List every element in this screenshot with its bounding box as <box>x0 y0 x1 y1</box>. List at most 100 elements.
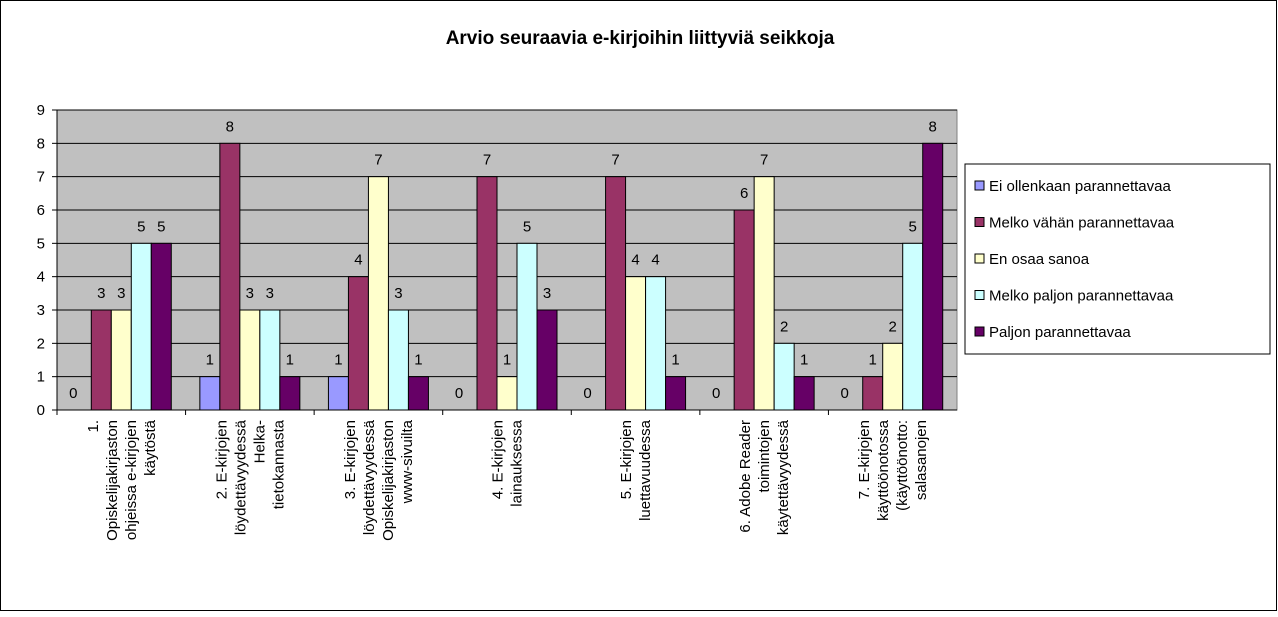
bar <box>407 376 429 411</box>
data-label: 8 <box>929 118 937 135</box>
x-tick-label: käyttöönotossa <box>875 419 892 521</box>
bar <box>773 342 795 411</box>
x-tick-label: salasanojen <box>913 420 930 500</box>
y-tick-label: 3 <box>37 302 45 319</box>
data-label: 1 <box>869 352 877 369</box>
bar <box>110 309 132 411</box>
data-label: 5 <box>523 218 531 235</box>
data-label: 0 <box>583 385 591 402</box>
data-label: 7 <box>760 152 768 169</box>
legend-swatch <box>974 253 985 264</box>
y-tick-label: 1 <box>37 369 45 386</box>
x-tick-label: 4. E-kirjojen <box>490 420 507 499</box>
data-label: 1 <box>503 352 511 369</box>
data-label: 1 <box>414 352 422 369</box>
data-label: 3 <box>543 285 551 302</box>
bar <box>625 276 647 411</box>
bar <box>496 376 518 411</box>
y-tick-label: 9 <box>37 102 45 119</box>
data-label: 4 <box>651 252 659 269</box>
bar <box>536 309 558 411</box>
bar <box>862 376 884 411</box>
data-label: 7 <box>483 152 491 169</box>
x-tick-label: Opiskelijakirjaston <box>380 420 397 541</box>
x-tick-label: luettavuudessa <box>637 419 654 521</box>
data-label: 3 <box>97 285 105 302</box>
x-tick-label: löydettävyydessä <box>232 419 249 535</box>
legend-swatch <box>974 290 985 300</box>
bar <box>327 376 349 411</box>
bar <box>733 209 755 411</box>
x-tick-label: (käyttöönotto: <box>894 420 911 511</box>
legend-swatch <box>974 326 985 337</box>
bar <box>90 309 112 411</box>
data-label: 1 <box>334 352 342 369</box>
bar <box>753 176 775 411</box>
bar <box>367 176 389 411</box>
data-label: 5 <box>157 218 165 235</box>
y-tick-label: 6 <box>37 202 45 219</box>
x-tick-label: 3. E-kirjojen <box>342 420 359 499</box>
bar <box>199 376 221 411</box>
bar <box>130 242 152 411</box>
x-tick-label: toimintojen <box>756 420 773 493</box>
bar <box>150 242 172 411</box>
legend-label: Melko paljon parannettavaa <box>989 288 1174 305</box>
data-label: 4 <box>354 252 362 269</box>
chart-title: Arvio seuraavia e-kirjoihin liittyviä se… <box>446 28 835 49</box>
x-tick-label: 6. Adobe Reader <box>737 420 754 533</box>
legend-label: Paljon parannettavaa <box>989 324 1131 341</box>
y-tick-label: 8 <box>37 135 45 152</box>
data-label: 6 <box>740 185 748 202</box>
data-label: 5 <box>137 218 145 235</box>
bar <box>793 376 815 411</box>
y-tick-label: 4 <box>37 269 45 286</box>
data-label: 7 <box>611 152 619 169</box>
data-label: 3 <box>394 285 402 302</box>
bar <box>476 176 498 411</box>
x-tick-label: löydettävyydessä <box>361 419 378 535</box>
x-tick-label: käytettävyydessä <box>775 419 792 535</box>
x-tick-label: 5. E-kirjojen <box>618 420 635 499</box>
bar <box>387 309 409 411</box>
data-label: 1 <box>800 352 808 369</box>
y-tick-label: 0 <box>37 402 45 419</box>
x-tick-label: 7. E-kirjojen <box>856 420 873 499</box>
data-label: 1 <box>671 352 679 369</box>
bar <box>882 342 904 411</box>
data-label: 0 <box>455 385 463 402</box>
legend-box <box>964 163 1271 355</box>
y-tick-label: 2 <box>37 335 45 352</box>
y-tick-label: 7 <box>37 169 45 186</box>
data-label: 0 <box>841 385 849 402</box>
data-label: 0 <box>712 385 720 402</box>
legend-label: En osaa sanoa <box>989 251 1090 268</box>
x-tick-label: lainauksessa <box>509 419 526 506</box>
legend-swatch <box>974 180 985 191</box>
bar <box>259 309 281 411</box>
bar <box>645 276 667 411</box>
bar <box>279 376 301 411</box>
bar <box>347 276 369 411</box>
legend-label: Ei ollenkaan parannettavaa <box>989 178 1171 195</box>
bar <box>219 142 241 411</box>
legend-swatch <box>974 217 985 227</box>
bar <box>902 242 924 411</box>
data-label: 1 <box>206 352 214 369</box>
data-label: 3 <box>117 285 125 302</box>
data-label: 7 <box>374 152 382 169</box>
bar <box>516 242 538 411</box>
bar <box>605 176 627 411</box>
bar <box>665 376 687 411</box>
plot-area <box>56 109 958 411</box>
legend-label: Melko vähän parannettavaa <box>989 215 1175 232</box>
data-label: 2 <box>889 318 897 335</box>
y-tick-label: 5 <box>37 235 45 252</box>
x-tick-label: käytöstä <box>142 419 159 476</box>
bar <box>239 309 261 411</box>
x-tick-label: 1. <box>85 420 102 433</box>
x-tick-label: Helka- <box>251 420 268 463</box>
bar <box>922 142 944 411</box>
x-tick-label: ohjeissa e-kirjojen <box>123 420 140 540</box>
